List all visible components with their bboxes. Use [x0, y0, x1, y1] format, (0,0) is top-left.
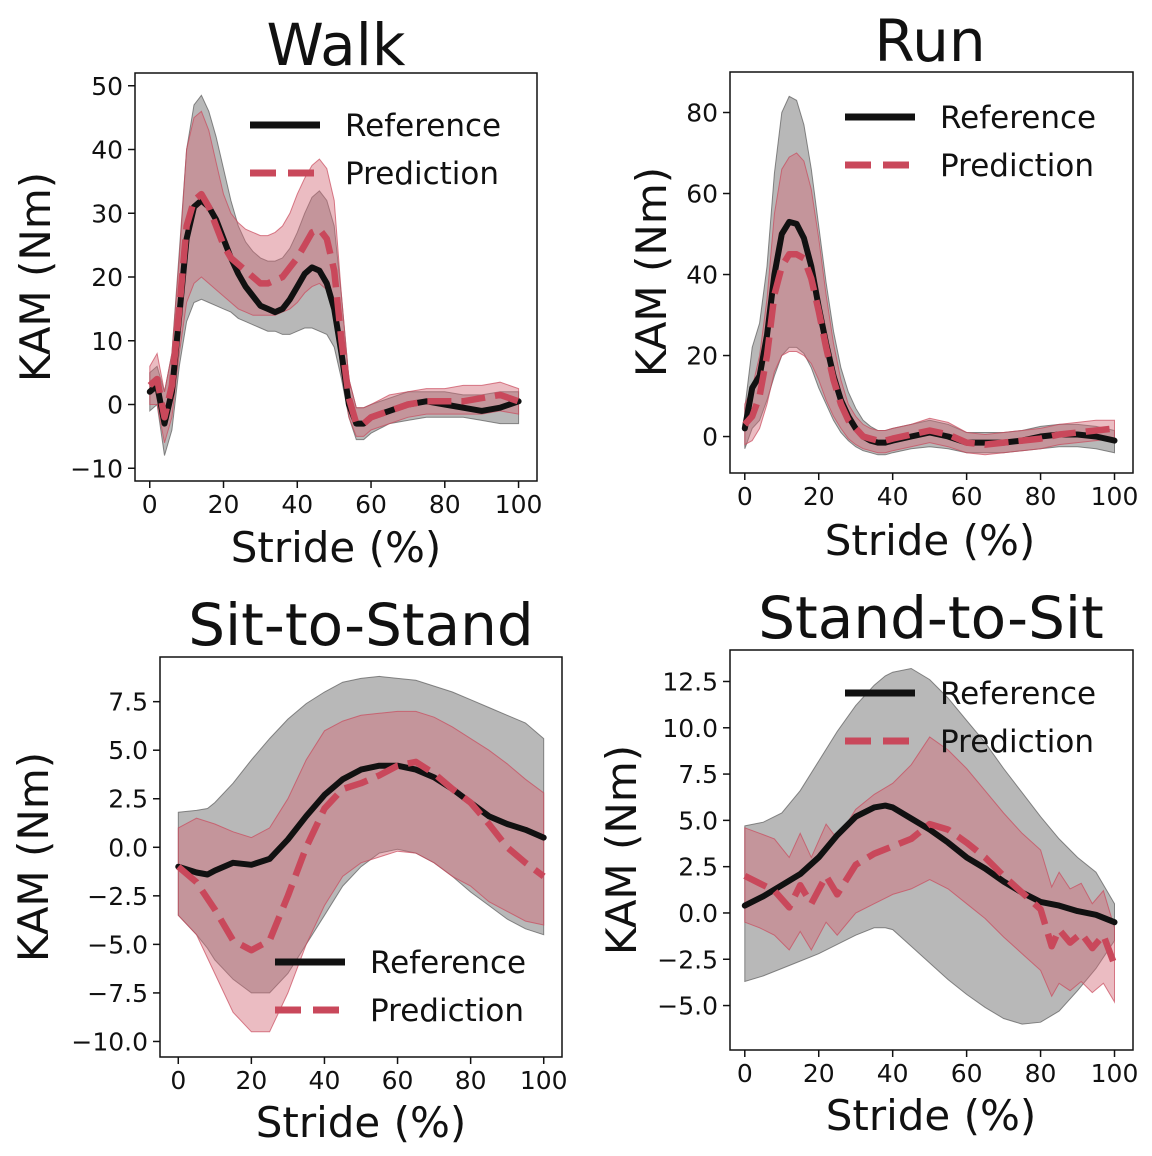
axes-frame — [729, 71, 1134, 474]
prediction-legend-label: Prediction — [940, 148, 1094, 184]
legend: Reference Prediction — [275, 945, 526, 1029]
panel-sit-to-stand: 0 20 40 60 80 100 −10.0 −7.5 −5.0 −2.5 0.0 2.5 5.0 7.… — [9, 591, 568, 1147]
y-tick-label: 80 — [686, 99, 718, 128]
legend: Reference Prediction — [250, 108, 501, 192]
x-tick-label: 0 — [142, 490, 158, 519]
y-axis-label: KAM (Nm) — [11, 172, 60, 382]
y-tick-label: 2.5 — [108, 785, 148, 814]
x-tick-label: 0 — [737, 1059, 753, 1088]
panel-walk: 0 20 40 60 80 100 −10 0 10 20 30 40 50 Walk Stride (%)… — [11, 11, 542, 572]
y-tick-label: 5.0 — [678, 806, 718, 835]
x-tick-label: 80 — [455, 1066, 487, 1095]
prediction-line — [743, 820, 1118, 966]
reference-legend-label: Reference — [940, 100, 1096, 136]
legend: Reference Prediction — [845, 100, 1096, 184]
prediction-band — [744, 736, 1115, 1004]
y-tick-label: 40 — [686, 261, 718, 290]
reference-line — [741, 802, 1118, 926]
x-tick-label: 100 — [520, 1066, 568, 1095]
x-axis-label: Stride (%) — [256, 1098, 467, 1147]
reference-legend-label: Reference — [345, 108, 501, 144]
prediction-line — [176, 758, 546, 954]
x-tick-label: 80 — [1025, 482, 1057, 511]
x-tick-label: 0 — [170, 1066, 186, 1095]
x-tick-label: 40 — [877, 482, 909, 511]
x-tick-label: 60 — [951, 1059, 983, 1088]
y-tick-label: 0.0 — [108, 833, 148, 862]
y-tick-label: 12.5 — [662, 667, 718, 696]
y-tick-label: 2.5 — [678, 853, 718, 882]
prediction-band — [744, 152, 1115, 456]
y-tick-label: 40 — [91, 136, 123, 165]
x-tick-label: 0 — [737, 482, 753, 511]
y-tick-label: −5.0 — [87, 930, 148, 959]
x-tick-label: 60 — [355, 490, 387, 519]
plot-area — [741, 667, 1118, 1025]
x-tick-label: 20 — [803, 482, 835, 511]
prediction-legend-label: Prediction — [940, 724, 1094, 760]
y-tick-label: −2.5 — [657, 945, 718, 974]
y-axis-label: KAM (Nm) — [627, 167, 676, 377]
axes-frame — [729, 649, 1134, 1051]
chart-title: Run — [874, 7, 985, 75]
x-axis-label: Stride (%) — [825, 516, 1036, 565]
axes-frame — [159, 656, 563, 1058]
y-tick-label: −2.5 — [87, 882, 148, 911]
y-tick-label: 5.0 — [108, 736, 148, 765]
x-tick-label: 80 — [1025, 1059, 1057, 1088]
y-tick-label: 0.0 — [678, 899, 718, 928]
x-tick-label: 20 — [803, 1059, 835, 1088]
x-tick-label: 40 — [877, 1059, 909, 1088]
y-tick-label: −10.0 — [71, 1027, 148, 1056]
x-tick-label: 100 — [1091, 482, 1139, 511]
y-axis-label: KAM (Nm) — [597, 745, 646, 955]
y-tick-label: −7.5 — [87, 979, 148, 1008]
panel-stand-to-sit: 0 20 40 60 80 100 −5.0 −2.5 0.0 2.5 5.0 7.5 10.0 12.5… — [597, 584, 1138, 1140]
x-tick-label: 80 — [429, 490, 461, 519]
legend: Reference Prediction — [845, 676, 1096, 760]
x-tick-label: 100 — [495, 490, 543, 519]
y-tick-label: −5.0 — [657, 992, 718, 1021]
y-tick-label: 30 — [91, 199, 123, 228]
y-tick-label: 20 — [686, 342, 718, 371]
y-tick-label: 20 — [91, 263, 123, 292]
reference-legend-label: Reference — [940, 676, 1096, 712]
y-axis-label: KAM (Nm) — [9, 752, 58, 962]
y-tick-label: 7.5 — [678, 760, 718, 789]
chart-title: Walk — [267, 11, 406, 79]
prediction-legend-label: Prediction — [345, 156, 499, 192]
prediction-legend-label: Prediction — [370, 993, 524, 1029]
prediction-line — [147, 190, 520, 427]
x-tick-label: 20 — [208, 490, 240, 519]
plot-area — [146, 94, 522, 456]
chart-title: Sit-to-Stand — [188, 591, 534, 659]
y-tick-label: 10.0 — [662, 714, 718, 743]
x-axis-label: Stride (%) — [231, 523, 442, 572]
x-axis-label: Stride (%) — [826, 1091, 1037, 1140]
y-tick-label: 7.5 — [108, 688, 148, 717]
y-tick-label: 50 — [91, 72, 123, 101]
y-tick-label: 0 — [107, 391, 123, 420]
x-tick-label: 100 — [1091, 1059, 1139, 1088]
prediction-line — [742, 251, 1115, 448]
plot-area — [175, 675, 547, 1033]
chart-title: Stand-to-Sit — [758, 584, 1104, 652]
y-tick-label: −10 — [70, 454, 123, 483]
x-tick-label: 40 — [309, 1066, 341, 1095]
reference-band — [177, 675, 545, 994]
plot-area — [741, 95, 1118, 456]
x-tick-label: 60 — [382, 1066, 414, 1095]
x-tick-label: 60 — [951, 482, 983, 511]
reference-band — [744, 95, 1115, 456]
y-tick-label: 10 — [91, 327, 123, 356]
prediction-band — [177, 710, 545, 1033]
y-tick-label: 0 — [702, 423, 718, 452]
x-tick-label: 20 — [235, 1066, 267, 1095]
y-tick-label: 60 — [686, 180, 718, 209]
x-tick-label: 40 — [281, 490, 313, 519]
reference-legend-label: Reference — [370, 945, 526, 981]
panel-run: 0 20 40 60 80 100 0 20 40 60 80 Run Stride (%) KAM (N… — [627, 7, 1138, 565]
